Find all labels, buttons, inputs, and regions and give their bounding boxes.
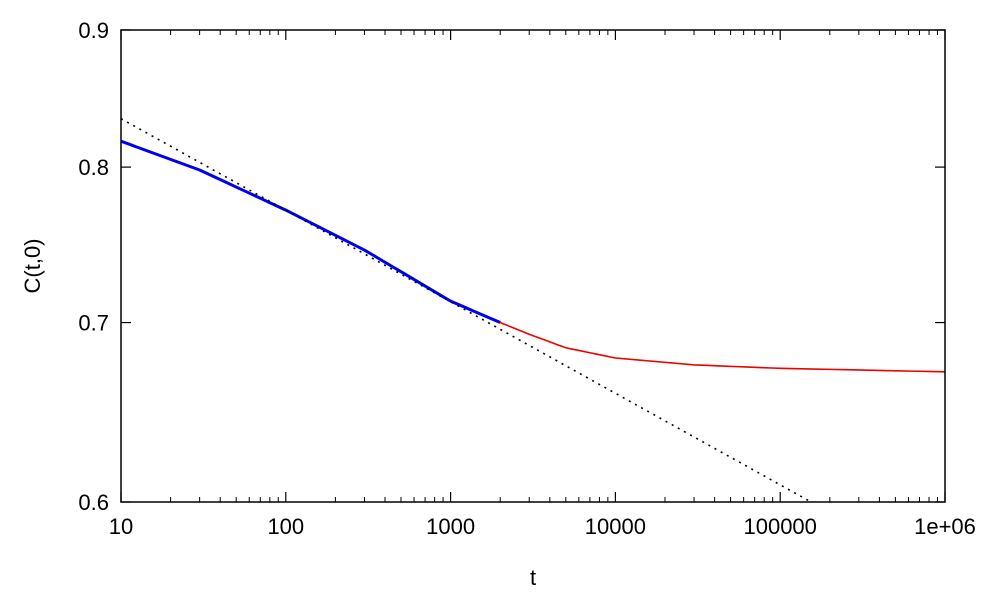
x-tick-label: 1000 — [426, 514, 475, 539]
x-tick-label: 1e+06 — [914, 514, 976, 539]
y-tick-label: 0.6 — [78, 490, 109, 515]
y-tick-label: 0.9 — [78, 18, 109, 43]
x-axis-label: t — [530, 565, 536, 590]
x-tick-label: 100 — [267, 514, 304, 539]
x-tick-label: 100000 — [743, 514, 816, 539]
x-tick-label: 10 — [109, 514, 133, 539]
y-tick-label: 0.8 — [78, 155, 109, 180]
plot-frame — [120, 29, 946, 503]
series-line-0 — [120, 139, 501, 324]
x-tick-label: 10000 — [585, 514, 646, 539]
series-line-1 — [499, 321, 946, 373]
y-axis-label: C(t,0) — [20, 239, 45, 294]
y-tick-label: 0.7 — [78, 311, 109, 336]
series-line-2 — [120, 117, 812, 503]
